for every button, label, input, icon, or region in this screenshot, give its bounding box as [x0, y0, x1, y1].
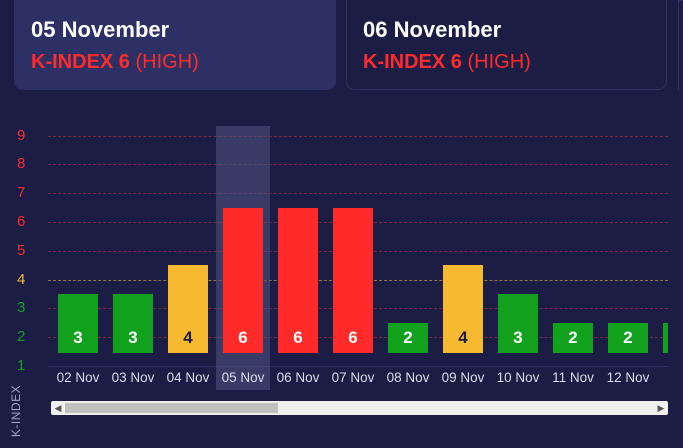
- card-kindex: K-INDEX 6 (HIGH): [31, 50, 335, 74]
- bar-07-nov[interactable]: [333, 207, 373, 353]
- bar-value-label: 2: [568, 328, 578, 347]
- scroll-left-icon[interactable]: ◀: [54, 403, 62, 413]
- x-tick-label: 05 Nov: [221, 370, 265, 385]
- y-tick-label: 7: [17, 184, 26, 202]
- x-tick-label: 11 Nov: [552, 370, 594, 385]
- kindex-value: 6: [118, 51, 130, 73]
- x-tick-label: 02 Nov: [56, 370, 100, 385]
- bar-value-label: 4: [183, 328, 193, 347]
- bar-1[interactable]: [663, 322, 668, 353]
- gridline: [48, 366, 668, 367]
- bar-03-nov[interactable]: [113, 294, 153, 353]
- y-tick-label: 3: [17, 299, 26, 317]
- y-tick-label: 1: [17, 357, 26, 374]
- bar-04-nov[interactable]: [168, 265, 208, 353]
- scrollbar-thumb[interactable]: [65, 403, 278, 413]
- x-tick-label: 10 Nov: [496, 370, 540, 385]
- bar-value-label: 6: [348, 328, 358, 347]
- bar-10-nov[interactable]: [498, 294, 538, 353]
- bar-value-label: 6: [293, 328, 303, 347]
- bar-value-label: 2: [623, 328, 633, 347]
- bar-value-label: 6: [238, 328, 248, 347]
- x-tick-label: 12 Nov: [606, 370, 650, 385]
- bar-value-label: 2: [403, 328, 413, 347]
- y-tick-label: 5: [17, 241, 26, 259]
- y-tick-label: 2: [17, 328, 26, 346]
- x-tick-label: 03 Nov: [111, 370, 155, 385]
- x-tick-label: 1: [653, 370, 668, 385]
- bar-02-nov[interactable]: [58, 294, 98, 353]
- bar-value-label: 3: [73, 328, 83, 347]
- bar-09-nov[interactable]: [443, 265, 483, 353]
- x-tick-label: 04 Nov: [166, 370, 210, 385]
- kindex-label: K-INDEX: [363, 51, 446, 73]
- card-date: 06 November: [363, 17, 502, 42]
- x-tick-label: 08 Nov: [386, 370, 430, 385]
- y-axis-title: K-INDEX: [9, 384, 23, 438]
- bar-12-nov[interactable]: [608, 322, 648, 353]
- kindex-label: K-INDEX: [31, 51, 114, 73]
- gridline: [48, 135, 668, 137]
- y-tick-label: 6: [17, 213, 26, 230]
- card-kindex: K-INDEX 6 (HIGH): [363, 50, 666, 74]
- bar-value-label: 3: [128, 328, 138, 347]
- bar-08-nov[interactable]: [388, 322, 428, 353]
- x-tick-label: 09 Nov: [441, 370, 485, 385]
- kindex-bar-chart: 3 02 Nov 3 03 Nov 4 04 Nov 6 05 Nov 6 06 Nov 6 07 N…: [48, 120, 668, 390]
- y-tick-label: 8: [17, 155, 26, 173]
- bar-05-nov[interactable]: [223, 207, 263, 353]
- x-tick-label: 07 Nov: [331, 370, 375, 385]
- chart-scrollbar[interactable]: ◀ ▶: [51, 401, 668, 415]
- bar-value-label: 4: [458, 328, 468, 347]
- kindex-value: 6: [450, 51, 462, 73]
- gridline: [48, 193, 668, 195]
- scroll-right-icon[interactable]: ▶: [657, 403, 665, 413]
- gridline: [48, 164, 668, 166]
- y-tick-label: 9: [17, 126, 26, 144]
- day-card-06-november[interactable]: 06 November K-INDEX 6 (HIGH): [346, 0, 667, 90]
- kindex-level: (HIGH): [467, 51, 531, 73]
- kindex-level: (HIGH): [135, 51, 199, 73]
- x-tick-label: 06 Nov: [276, 370, 320, 385]
- bar-11-nov[interactable]: [553, 322, 593, 353]
- day-card-05-november[interactable]: 05 November K-INDEX 6 (HIGH): [14, 0, 336, 90]
- bar-value-label: 3: [513, 328, 523, 347]
- card-date: 05 November: [31, 17, 170, 42]
- y-tick-label: 4: [17, 270, 26, 288]
- bar-06-nov[interactable]: [278, 207, 318, 353]
- next-card-edge[interactable]: [678, 0, 683, 90]
